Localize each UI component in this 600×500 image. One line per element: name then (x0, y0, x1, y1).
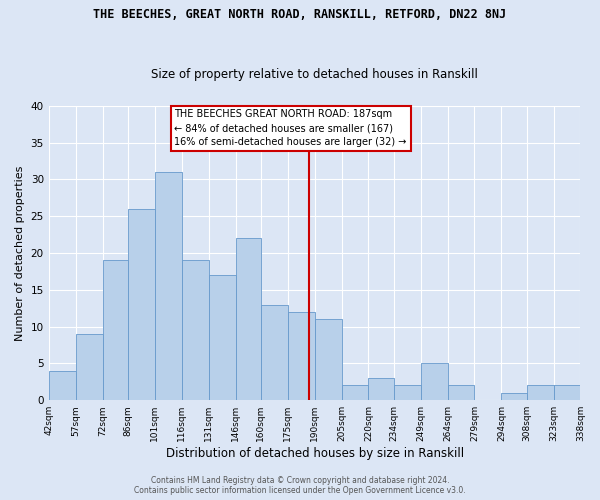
Y-axis label: Number of detached properties: Number of detached properties (15, 166, 25, 340)
Text: THE BEECHES GREAT NORTH ROAD: 187sqm
← 84% of detached houses are smaller (167)
: THE BEECHES GREAT NORTH ROAD: 187sqm ← 8… (175, 110, 407, 148)
Bar (448, 386, 475, 400)
Title: Size of property relative to detached houses in Ranskill: Size of property relative to detached ho… (151, 68, 478, 81)
Bar (49, 371, 76, 400)
Bar (394, 386, 421, 400)
X-axis label: Distribution of detached houses by size in Ranskill: Distribution of detached houses by size … (166, 447, 464, 460)
Bar (527, 386, 554, 400)
Bar (103, 260, 128, 400)
Bar (128, 209, 155, 400)
Bar (236, 238, 260, 400)
Bar (76, 334, 103, 400)
Bar (502, 393, 527, 400)
Bar (421, 364, 448, 400)
Bar (368, 378, 394, 400)
Text: THE BEECHES, GREAT NORTH ROAD, RANSKILL, RETFORD, DN22 8NJ: THE BEECHES, GREAT NORTH ROAD, RANSKILL,… (94, 8, 506, 20)
Bar (287, 312, 314, 400)
Bar (260, 304, 287, 400)
Text: Contains HM Land Registry data © Crown copyright and database right 2024.
Contai: Contains HM Land Registry data © Crown c… (134, 476, 466, 495)
Bar (554, 386, 581, 400)
Bar (341, 386, 368, 400)
Bar (209, 275, 236, 400)
Bar (155, 172, 182, 400)
Bar (182, 260, 209, 400)
Bar (314, 319, 341, 400)
